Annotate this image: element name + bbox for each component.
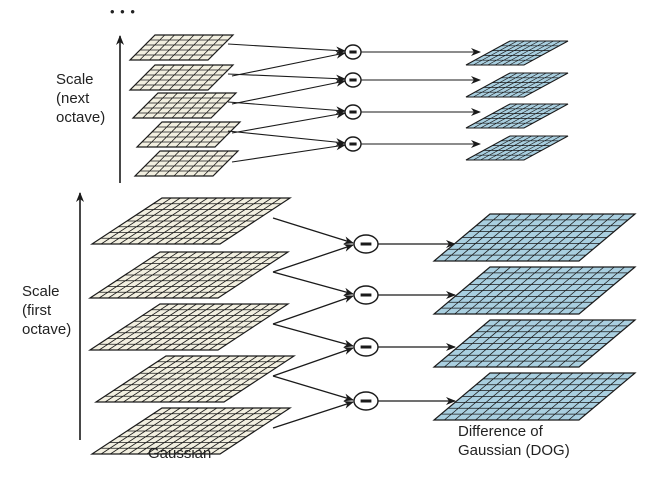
dog-label-line: Difference of: [458, 423, 543, 440]
dog-label-line: Gaussian (DOG): [458, 442, 570, 459]
first-octave-label: Scale (first octave): [22, 282, 71, 339]
dog-label: Difference of Gaussian (DOG): [458, 422, 570, 460]
subtract-operator-minus-sign: [360, 293, 372, 297]
gaussian-layer-first-octave-gridlines: [104, 355, 286, 403]
dog-layer-next-octave-gridlines: [473, 40, 561, 66]
gaussian-layer-next-octave-gridlines: [138, 92, 231, 119]
subtract-input-arrow: [272, 347, 354, 377]
next-octave-label: Scale (next octave): [56, 70, 105, 127]
dog-layer-next-octave-gridlines: [473, 135, 561, 161]
dog-layer-next-octave-gridlines: [473, 103, 561, 129]
next-octave-label-line: octave): [56, 109, 106, 126]
subtract-input-arrow: [272, 375, 354, 402]
subtract-input-arrow: [227, 101, 346, 115]
subtract-operator-minus-sign: [349, 110, 357, 114]
dog-layer-first-octave-gridlines: [441, 319, 628, 368]
subtract-operator-minus-sign: [349, 78, 357, 82]
gaussian-layer-next-octave-gridlines: [140, 150, 233, 177]
dog-layer-next-octave-gridlines: [473, 72, 561, 98]
next-octave-label-line: (next: [56, 90, 90, 107]
dog-layer-first-octave-gridlines: [441, 372, 628, 421]
subtract-input-arrow: [227, 73, 346, 83]
subtract-input-arrow: [272, 295, 354, 325]
first-octave-label-line: octave): [22, 321, 72, 338]
subtract-input-arrow: [227, 130, 346, 147]
gaussian-layer-first-octave-gridlines: [100, 197, 282, 245]
subtract-input-arrow: [231, 78, 346, 105]
subtract-operator-minus-sign: [349, 142, 357, 146]
subtract-input-arrow: [231, 50, 346, 77]
gaussian-layer-first-octave-gridlines: [98, 251, 280, 299]
subtract-operator-minus-sign: [360, 345, 372, 349]
subtract-input-arrow: [227, 43, 346, 55]
subtract-input-arrow: [272, 217, 354, 245]
first-octave-label-line: Scale: [22, 283, 60, 300]
gaussian-label: Gaussian: [148, 445, 212, 462]
subtract-operator-minus-sign: [360, 399, 372, 403]
subtract-operator-minus-sign: [349, 50, 357, 54]
gaussian-layer-next-octave-gridlines: [135, 34, 228, 61]
subtract-operator-minus-sign: [360, 242, 372, 246]
subtract-input-arrow: [272, 400, 354, 429]
subtract-input-arrow: [231, 110, 346, 134]
gaussian-layer-next-octave-gridlines: [135, 64, 228, 91]
subtract-input-arrow: [272, 244, 354, 273]
subtract-input-arrow: [231, 142, 346, 163]
dog-layer-first-octave-gridlines: [441, 213, 628, 262]
first-octave-label-line: (first: [22, 302, 52, 319]
subtract-input-arrow: [272, 271, 354, 296]
gaussian-layer-next-octave-gridlines: [142, 121, 235, 148]
dog-layer-first-octave-gridlines: [441, 266, 628, 315]
subtract-input-arrow: [272, 323, 354, 348]
more-octaves-ellipsis: • • •: [110, 4, 136, 19]
gaussian-layer-first-octave-gridlines: [100, 407, 282, 455]
next-octave-label-line: Scale: [56, 71, 94, 88]
gaussian-layer-first-octave-gridlines: [98, 303, 280, 351]
